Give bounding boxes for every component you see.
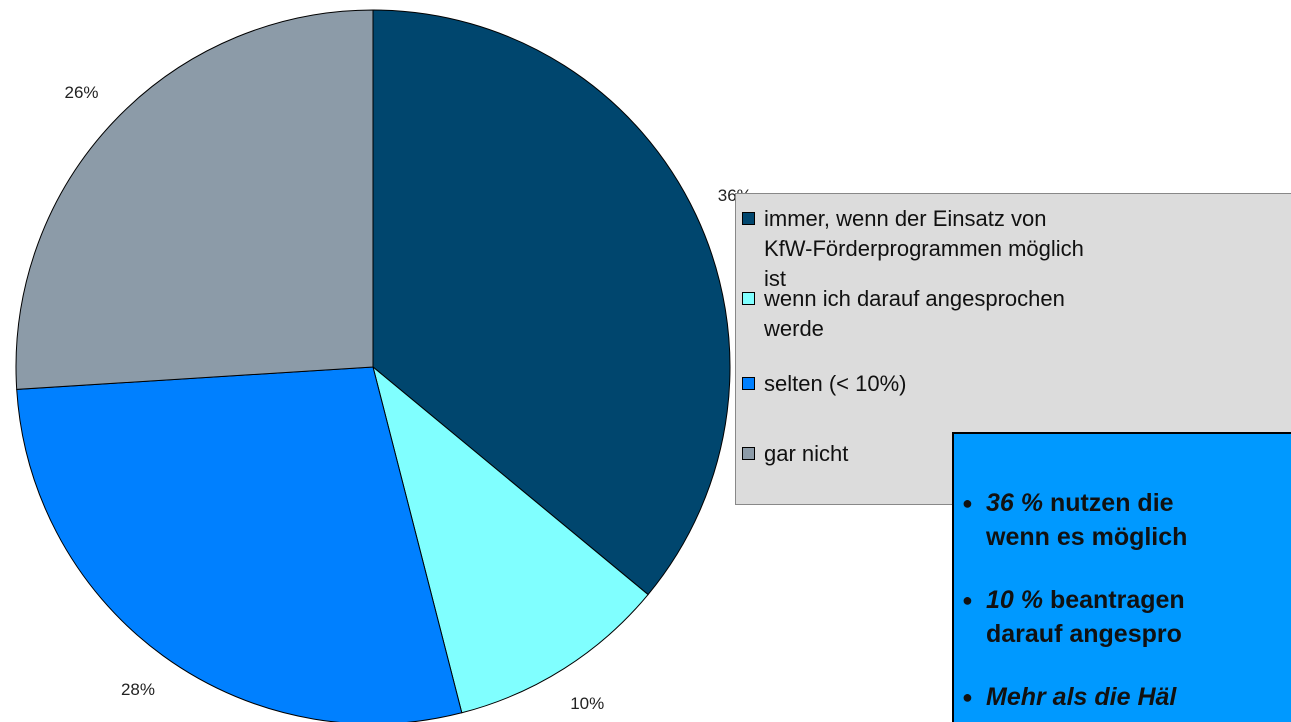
legend-swatch bbox=[742, 447, 755, 460]
legend-label: selten (< 10%) bbox=[764, 371, 907, 396]
bullet: ● 36 % nutzen die wenn es möglich bbox=[962, 486, 1187, 554]
bullet-line-text: nutzen die bbox=[1049, 489, 1174, 517]
legend-swatch bbox=[742, 292, 755, 305]
bullet-lead: 10 % bbox=[986, 586, 1043, 614]
bullet-line: darauf angespro bbox=[986, 620, 1182, 648]
pie-slice bbox=[372, 9, 731, 596]
bullet: ● 10 % beantragen darauf angespro bbox=[962, 583, 1185, 651]
bullet: ● Mehr als die Häl bbox=[962, 680, 1176, 714]
legend-item: immer, wenn der Einsatz von KfW-Förderpr… bbox=[742, 204, 1094, 294]
bullet-line: 10 % beantragen bbox=[986, 583, 1185, 617]
legend-label: gar nicht bbox=[764, 441, 849, 466]
legend-item: gar nicht bbox=[742, 439, 1094, 469]
bullet-text: 10 % beantragen darauf angespro bbox=[962, 583, 1185, 651]
pie-slice bbox=[15, 9, 374, 390]
bullet-lead: 36 % bbox=[986, 489, 1043, 517]
data-label: 26% bbox=[65, 83, 99, 102]
legend-swatch bbox=[742, 377, 755, 390]
bullet-line-text: beantragen bbox=[1049, 586, 1185, 614]
bullet-line: wenn es möglich bbox=[986, 523, 1188, 551]
pie-slice bbox=[16, 366, 463, 722]
bullet-text: 36 % nutzen die wenn es möglich bbox=[962, 486, 1187, 554]
annotation-box: ● 36 % nutzen die wenn es möglich ● 10 % bea… bbox=[952, 432, 1291, 722]
legend-label: wenn ich darauf angesprochen werde bbox=[764, 286, 1065, 341]
bullet-lead: Mehr als die Häl bbox=[986, 683, 1177, 711]
legend-item: wenn ich darauf angesprochen werde bbox=[742, 284, 1094, 344]
bullet-dot: ● bbox=[962, 687, 973, 707]
data-label: 10% bbox=[570, 694, 604, 713]
data-label: 28% bbox=[121, 680, 155, 699]
legend-swatch bbox=[742, 212, 755, 225]
legend-label: immer, wenn der Einsatz von KfW-Förderpr… bbox=[764, 206, 1084, 291]
bullet-line: 36 % nutzen die bbox=[986, 486, 1187, 520]
bullet-text: Mehr als die Häl bbox=[962, 680, 1176, 714]
bullet-dot: ● bbox=[962, 493, 973, 513]
legend-item: selten (< 10%) bbox=[742, 369, 1094, 399]
bullet-line: Mehr als die Häl bbox=[986, 680, 1176, 714]
pie-slice bbox=[372, 365, 649, 714]
bullet-dot: ● bbox=[962, 590, 973, 610]
